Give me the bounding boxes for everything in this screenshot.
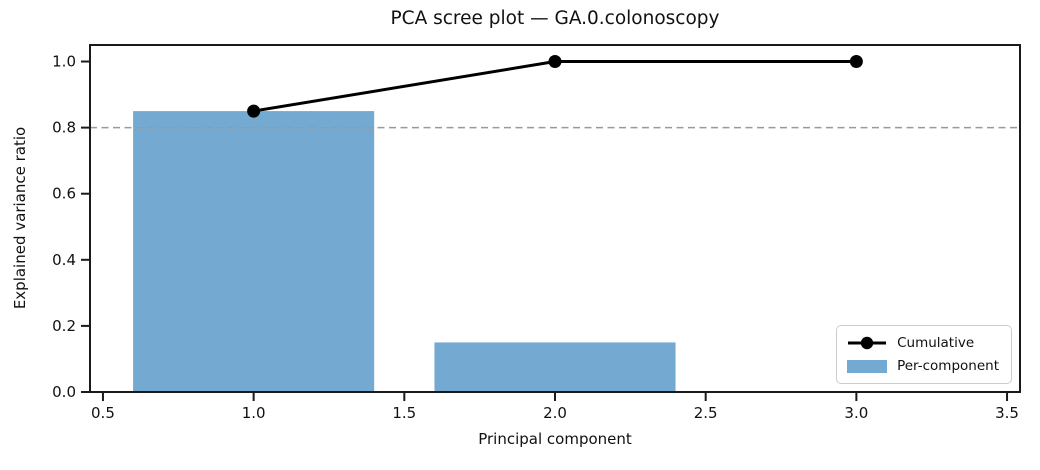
cumulative-marker [548,55,562,69]
cumulative-marker [849,55,863,69]
cumulative-line [253,60,857,113]
axes-spines [89,44,1021,393]
cumulative-marker [247,104,261,118]
x-tick-label: 1.0 [242,404,266,422]
x-tick-label: 1.5 [392,404,416,422]
y-tick-label: 1.0 [52,53,76,71]
x-tick-label: 2.0 [543,404,567,422]
x-tick-label: 3.0 [844,404,868,422]
x-tick-label: 3.5 [995,404,1019,422]
x-tick-label: 2.5 [694,404,718,422]
legend-item-cumulative: Cumulative [847,335,999,351]
chart-title: PCA scree plot — GA.0.colonoscopy [390,8,720,29]
per-component-bar [434,342,676,392]
x-axis-label: Principal component [478,430,632,448]
y-tick-label: 0.4 [52,251,76,269]
legend: Cumulative Per-component [836,325,1012,384]
cumulative-swatch-marker-icon [860,336,874,350]
x-tick-label: 0.5 [91,404,115,422]
y-axis-label: Explained variance ratio [11,126,29,310]
per-component-bar [133,111,375,392]
legend-label-cumulative: Cumulative [897,335,975,351]
y-tick-label: 0.0 [52,383,76,401]
legend-item-per-component: Per-component [847,358,999,374]
legend-label-per-component: Per-component [897,358,999,374]
y-tick-label: 0.6 [52,185,76,203]
y-tick-label: 0.8 [52,119,76,137]
per-component-patch-swatch [847,359,888,373]
cumulative-line-marker-swatch [848,336,887,350]
y-tick-label: 0.2 [52,317,76,335]
